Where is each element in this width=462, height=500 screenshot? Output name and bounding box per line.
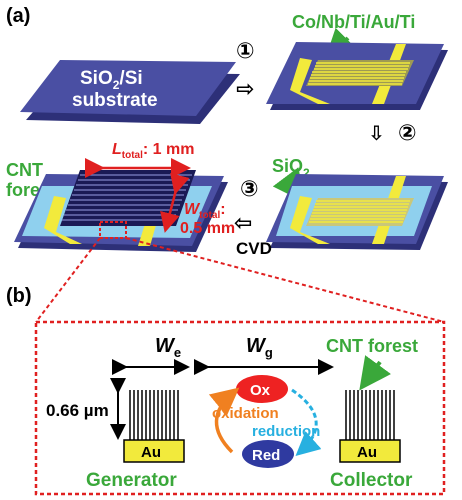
cnt-forest-label: CNT forest	[326, 336, 418, 356]
oxide-formula: SiO	[272, 156, 303, 176]
we-label: We	[155, 335, 181, 360]
collector-label: Collector	[330, 470, 413, 491]
oxide-electrode-fingers	[309, 200, 410, 223]
substrate-word: substrate	[72, 90, 158, 111]
height-label: 0.66 µm	[46, 401, 109, 420]
red-species	[242, 440, 294, 468]
reduction-label: reduction	[252, 423, 320, 440]
wg-symbol: W	[246, 335, 267, 357]
width-symbol: W	[184, 201, 201, 218]
metal-stack-label: Co/Nb/Ti/Au/Ti	[292, 12, 415, 32]
cnt-label-line1: CNT	[6, 160, 43, 180]
step-2-marker: ②	[398, 120, 417, 145]
step-3-marker: ③	[240, 176, 259, 201]
zoom-detail-frame	[34, 320, 446, 496]
width-subscript: total	[199, 210, 220, 221]
patterned-electrodes	[266, 42, 448, 110]
step-1-marker: ①	[236, 38, 255, 63]
length-symbol: L	[112, 141, 122, 158]
wg-subscript: g	[265, 345, 273, 360]
oxide-covered-electrodes	[266, 174, 448, 250]
oxide-subscript: 2	[303, 166, 310, 180]
length-value: : 1 mm	[143, 141, 195, 158]
step-2-arrow-icon: ⇩	[368, 123, 385, 145]
oxidation-arrow	[208, 387, 240, 454]
bare-substrate: SiO2/Si substrate	[20, 60, 240, 124]
generator-label: Generator	[86, 470, 177, 491]
substrate-material: SiO	[80, 68, 113, 89]
collector-au-label: Au	[357, 444, 377, 461]
generator-au-pad	[123, 439, 185, 463]
substrate-material-subscript: 2	[113, 78, 120, 92]
red-label: Red	[252, 447, 280, 464]
length-subscript: total	[122, 150, 143, 161]
oxidation-label: oxidation	[212, 405, 279, 422]
collector-au-pad	[339, 439, 401, 463]
zoom-line-left	[35, 237, 101, 323]
step-1-arrow-icon: ⇨	[236, 76, 254, 101]
wg-label: Wg	[246, 335, 273, 360]
cvd-label: CVD	[236, 239, 272, 258]
collector-cnt-bundle	[345, 390, 395, 440]
substrate-label: SiO2/Si	[80, 68, 143, 92]
width-label: Wtotal:	[184, 201, 226, 221]
width-value: 0.5 mm	[180, 220, 235, 237]
cnt-forest-pointer-arrow	[359, 355, 392, 391]
we-symbol: W	[155, 335, 176, 357]
generator-cnt-bundle	[129, 390, 179, 440]
panel-a-label: (a)	[6, 5, 30, 27]
ox-label: Ox	[250, 382, 271, 399]
panel-b-label: (b)	[6, 285, 32, 307]
generator-au-label: Au	[141, 444, 161, 461]
width-colon: :	[220, 201, 225, 218]
zoom-region-box	[99, 221, 127, 239]
length-label: Ltotal: 1 mm	[112, 141, 194, 161]
width-arrow	[160, 172, 190, 233]
reduction-arrow	[291, 388, 322, 456]
substrate-material-rest: /Si	[119, 68, 142, 89]
zoom-line-right	[125, 237, 445, 323]
step-3-arrow-icon: ⇦	[234, 210, 252, 235]
ox-species	[236, 375, 288, 403]
electrode-fingers	[308, 62, 410, 85]
we-subscript: e	[174, 345, 181, 360]
